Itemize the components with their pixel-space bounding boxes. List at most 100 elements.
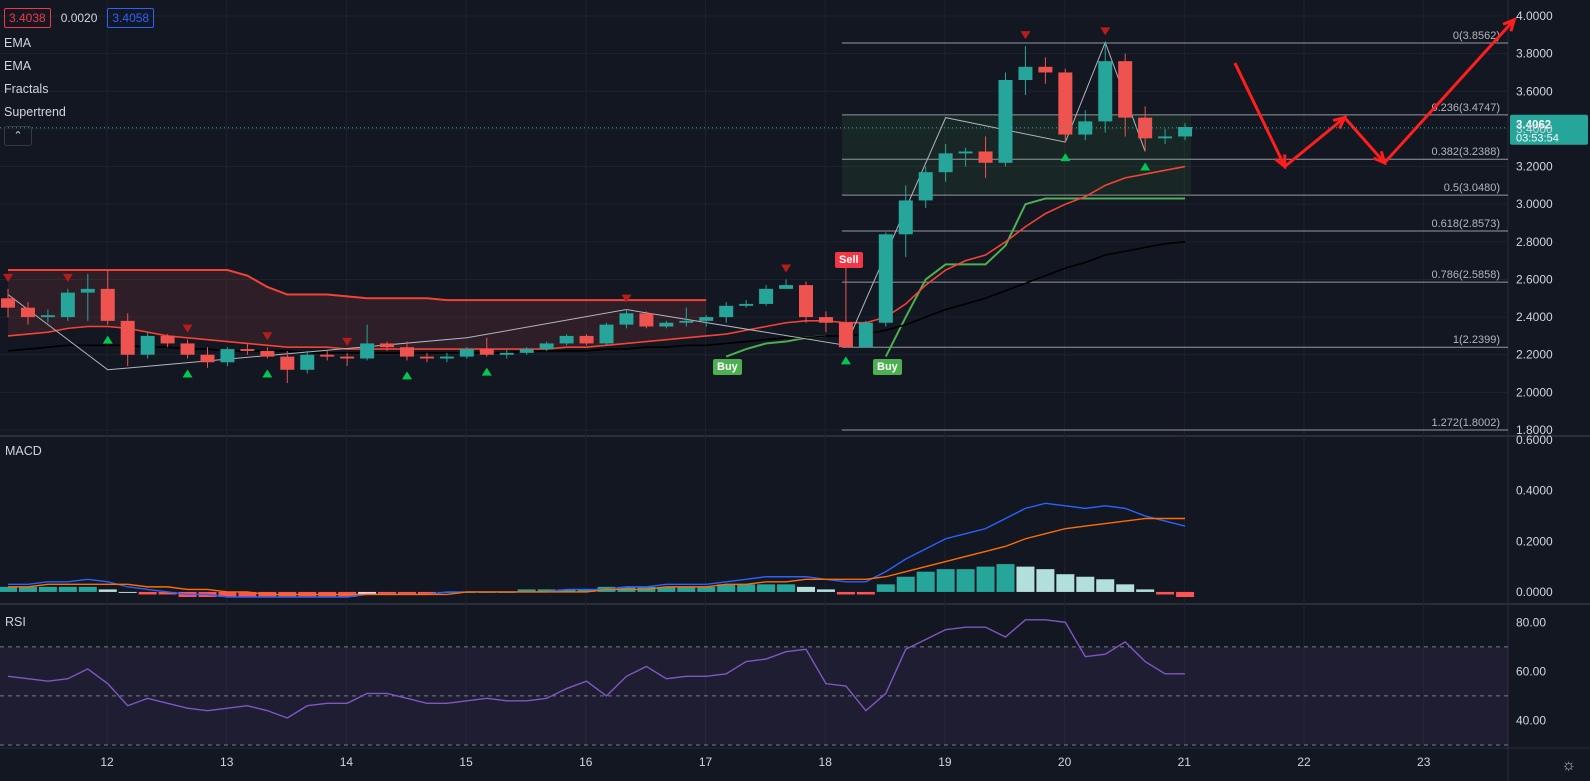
macd-axis-tick: 0.2000 (1516, 534, 1553, 548)
candle (340, 352, 355, 367)
candle (220, 347, 235, 367)
candle (699, 315, 714, 327)
candle (639, 311, 654, 329)
rsi-line (7, 619, 1186, 719)
macd-histogram-bar (1176, 591, 1195, 597)
rsi-axis-tick: 60.00 (1516, 664, 1546, 678)
candle-body (619, 313, 634, 325)
macd-histogram-bar (18, 586, 37, 592)
macd-histogram-bar (118, 591, 137, 593)
price-row: 3.4038 0.0020 3.4058 (4, 8, 155, 28)
time-axis-tick: 15 (459, 755, 473, 769)
macd-axis-tick: 0.0000 (1516, 585, 1553, 599)
fractal-up-marker (102, 335, 113, 344)
fractal-up-marker (262, 369, 273, 378)
candle (320, 350, 335, 361)
candle-body (599, 324, 614, 344)
candle-body (419, 356, 434, 359)
macd-histogram-bar (777, 584, 796, 592)
time-axis-tick: 21 (1178, 755, 1192, 769)
candle (380, 341, 395, 351)
fib-level-label: 0(3.8562) (1453, 30, 1500, 42)
fib-level-label: 1(2.2399) (1453, 334, 1500, 346)
bid-price[interactable]: 3.4038 (4, 8, 51, 28)
candle-body (1138, 117, 1153, 139)
candle-body (958, 151, 973, 154)
macd-signal-line (8, 517, 1186, 596)
fractal-up-marker (1060, 153, 1071, 162)
macd-histogram-bar (737, 584, 756, 592)
candle-body (679, 320, 694, 323)
candle (419, 352, 434, 363)
macd-histogram-bar (238, 591, 257, 597)
indicator-fractals[interactable]: Fractals (4, 82, 49, 96)
projection-arrowhead (1332, 115, 1348, 130)
candle-body (260, 350, 275, 357)
candle-body (1, 298, 15, 308)
candle (1118, 53, 1133, 137)
macd-histogram-bar (856, 591, 875, 595)
candle-body (818, 317, 833, 323)
candle (619, 309, 634, 329)
candle (779, 279, 794, 289)
candle (280, 350, 295, 383)
candle-body (898, 200, 913, 235)
candle-body (400, 347, 414, 357)
macd-histogram-bar (936, 569, 955, 592)
candle (1138, 106, 1153, 152)
candle (200, 347, 215, 368)
macd-histogram-bar (816, 589, 835, 592)
price-axis-tick: 3.2000 (1516, 160, 1553, 174)
indicator-ema-1[interactable]: EMA (4, 36, 32, 50)
candle (898, 185, 913, 257)
indicator-ema-2[interactable]: EMA (4, 59, 32, 73)
fractal-up-marker (402, 371, 412, 380)
macd-histogram-bar (517, 589, 536, 592)
macd-histogram-bar (0, 586, 17, 592)
candle (499, 349, 514, 359)
candle-body (100, 288, 115, 321)
macd-histogram-bar (1136, 589, 1155, 592)
candle (1038, 57, 1053, 84)
candle (1, 288, 15, 318)
collapse-legend-button[interactable]: ⌃ (4, 126, 32, 146)
candle (180, 339, 195, 359)
rsi-pane-label: RSI (5, 615, 26, 629)
time-axis-tick: 20 (1058, 755, 1072, 769)
candle-body (978, 151, 993, 163)
candle-body (878, 234, 893, 323)
settings-gear-icon[interactable]: ☼ (1561, 757, 1576, 774)
fractal-down-marker (182, 324, 193, 333)
candle-body (360, 343, 375, 359)
macd-histogram-bar (417, 591, 436, 595)
candle-body (439, 356, 454, 359)
macd-histogram-bar (1156, 591, 1175, 595)
candle (400, 341, 414, 361)
candle (719, 302, 734, 323)
ask-price[interactable]: 3.4058 (107, 8, 155, 28)
fractal-down-marker (262, 332, 273, 341)
candle (240, 343, 255, 355)
ema-fast-line (7, 165, 1186, 350)
price-axis-tick: 2.6000 (1516, 272, 1553, 286)
candle-body (1018, 66, 1033, 80)
macd-histogram-bar (876, 584, 895, 592)
candle-body (519, 349, 534, 353)
fib-level-label: 1.272(1.8002) (1432, 417, 1501, 429)
time-axis-tick: 14 (340, 755, 354, 769)
supertrend-down-line (8, 269, 707, 302)
candle (818, 311, 833, 333)
candle-body (1058, 72, 1073, 135)
time-axis-tick: 19 (938, 755, 952, 769)
macd-histogram-bar (1116, 584, 1135, 592)
candle-body (1118, 61, 1133, 118)
candle (799, 281, 813, 323)
fractal-down-marker (621, 294, 632, 303)
candle (858, 320, 873, 348)
macd-histogram-bar (98, 589, 117, 592)
fractal-down-marker (1100, 27, 1111, 36)
candle-body (739, 303, 754, 306)
macd-axis-tick: 0.4000 (1516, 484, 1553, 498)
indicator-supertrend[interactable]: Supertrend (4, 105, 66, 119)
